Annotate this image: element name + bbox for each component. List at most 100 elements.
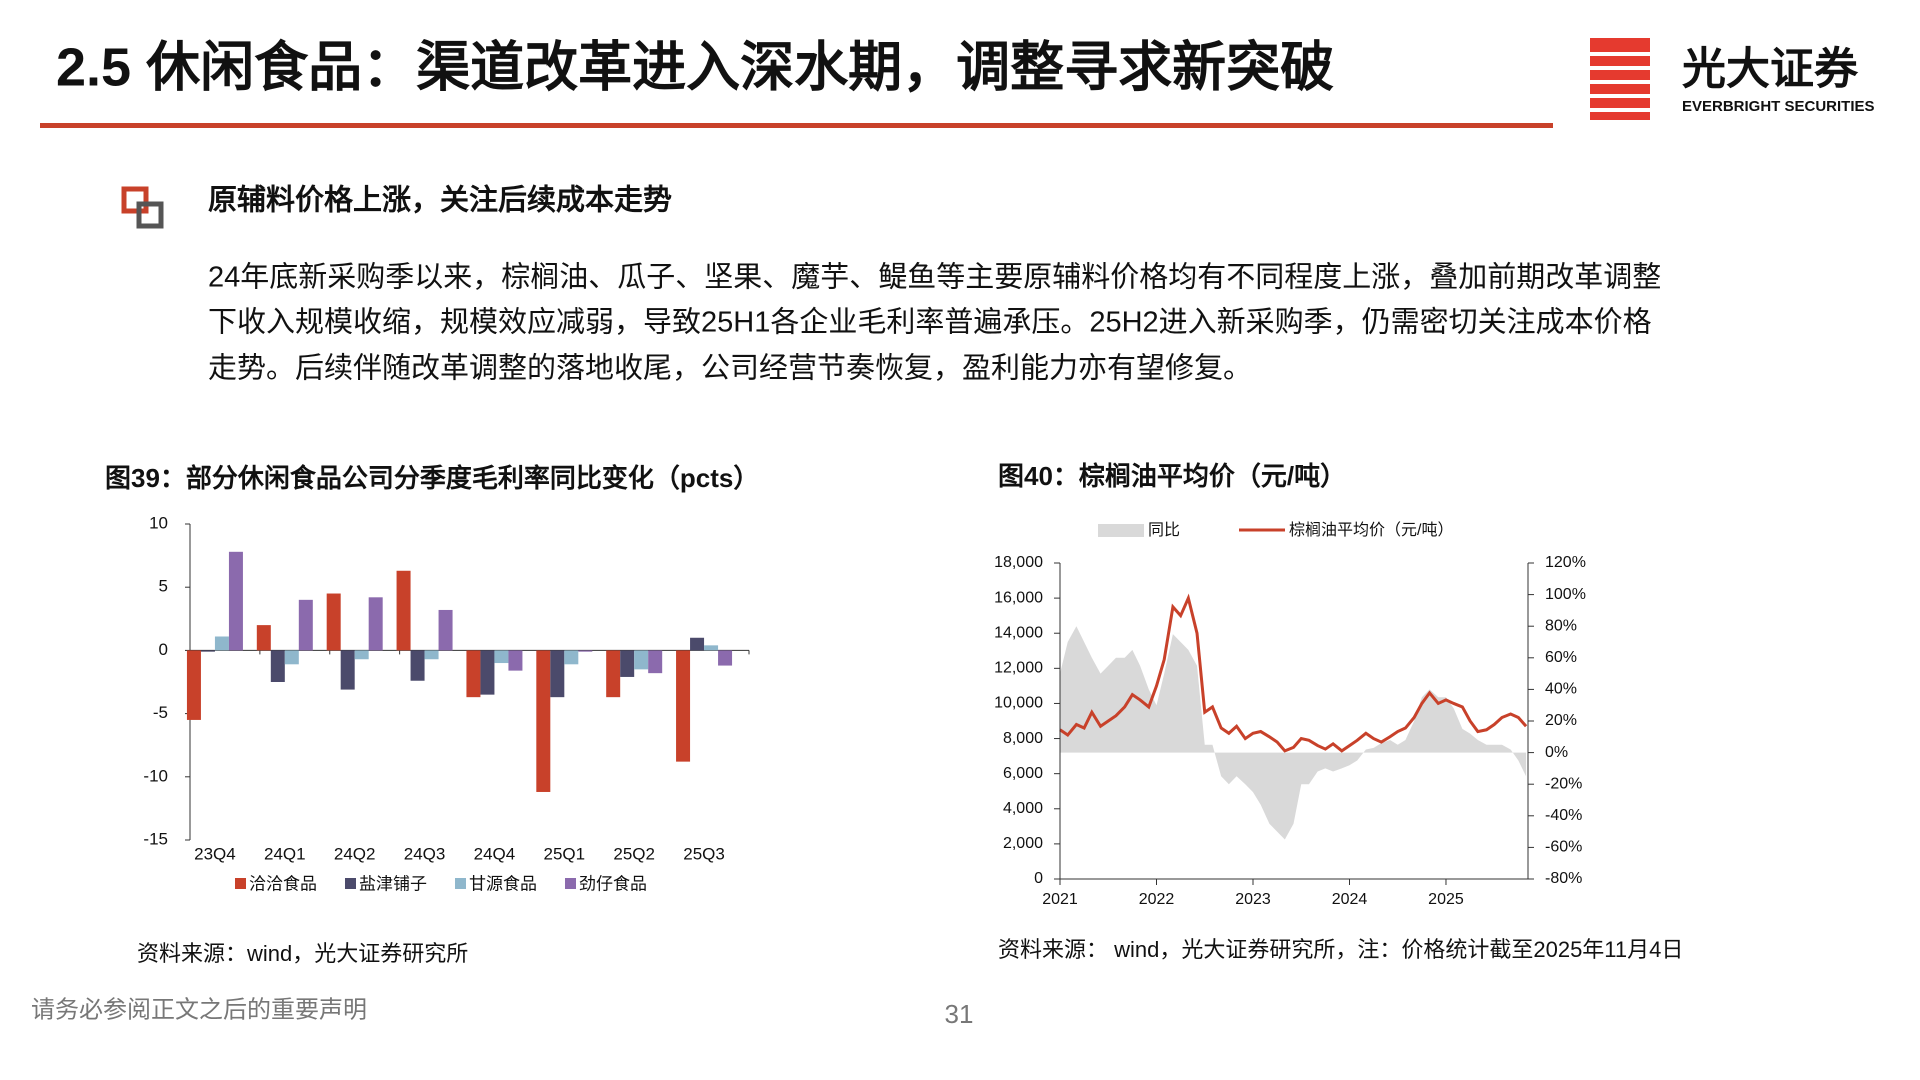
bar bbox=[550, 650, 565, 698]
y2-tick-label: 120% bbox=[1545, 554, 1586, 571]
bar bbox=[438, 609, 453, 651]
y-tick-label: -5 bbox=[153, 703, 168, 722]
bar bbox=[606, 650, 621, 698]
page-number: 31 bbox=[945, 999, 974, 1029]
legend-label: 同比 bbox=[1148, 521, 1180, 539]
x-tick-label: 2022 bbox=[1139, 891, 1175, 908]
page-title: 2.5 休闲食品：渠道改革进入深水期，调整寻求新突破 bbox=[56, 37, 1334, 97]
y2-tick-label: -80% bbox=[1545, 870, 1582, 887]
body-line: 下收入规模收缩，规模效应减弱，导致25H1各企业毛利率普遍承压。25H2进入新采… bbox=[208, 306, 1652, 339]
y2-tick-label: 0% bbox=[1545, 744, 1568, 761]
disclaimer: 请务必参阅正文之后的重要声明 bbox=[31, 996, 367, 1023]
legend-swatch bbox=[455, 878, 466, 889]
legend-swatch bbox=[235, 878, 246, 889]
y-tick-label: 0 bbox=[159, 640, 168, 659]
y-tick-label: 10 bbox=[149, 513, 168, 532]
legend-label: 盐津铺子 bbox=[359, 874, 427, 893]
bar bbox=[396, 570, 411, 651]
chart-source: 资料来源： wind，光大证券研究所，注：价格统计截至2025年11月4日 bbox=[998, 937, 1683, 962]
bar bbox=[508, 650, 523, 671]
y-tick-label: 2,000 bbox=[1003, 835, 1043, 852]
chart-title: 图40：棕榈油平均价（元/吨） bbox=[998, 461, 1346, 491]
bar bbox=[410, 650, 425, 681]
logo-cn: 光大证券 bbox=[1682, 45, 1859, 94]
y-tick-label: -10 bbox=[143, 766, 168, 785]
bar bbox=[340, 650, 355, 690]
bar bbox=[494, 650, 509, 664]
bar bbox=[648, 650, 663, 674]
bar bbox=[704, 645, 719, 651]
x-tick-label: 23Q4 bbox=[194, 844, 236, 863]
x-tick-label: 25Q2 bbox=[613, 844, 655, 863]
bar bbox=[578, 650, 593, 652]
y-tick-label: 5 bbox=[159, 577, 168, 596]
body-line: 24年底新采购季以来，棕榈油、瓜子、坚果、魔芋、鳀鱼等主要原辅料价格均有不同程度… bbox=[208, 261, 1661, 294]
y-tick-label: 10,000 bbox=[994, 695, 1043, 712]
y-tick-label: 18,000 bbox=[994, 554, 1043, 571]
bar bbox=[298, 599, 313, 651]
bar bbox=[228, 551, 243, 651]
x-tick-label: 2021 bbox=[1042, 891, 1078, 908]
price-line bbox=[1059, 593, 1528, 753]
legend-label: 棕榈油平均价（元/吨） bbox=[1289, 521, 1453, 539]
title-rule bbox=[40, 123, 1553, 128]
legend-swatch bbox=[565, 878, 576, 889]
bar bbox=[424, 650, 439, 660]
bar bbox=[620, 650, 635, 677]
bar bbox=[270, 650, 285, 682]
y-tick-label: 12,000 bbox=[994, 660, 1043, 677]
x-tick-label: 25Q3 bbox=[683, 844, 725, 863]
y2-tick-label: -20% bbox=[1545, 775, 1582, 792]
x-tick-label: 2023 bbox=[1235, 891, 1271, 908]
y2-tick-label: 40% bbox=[1545, 681, 1577, 698]
bar bbox=[466, 650, 481, 698]
bullet-icon bbox=[121, 186, 164, 229]
x-tick-label: 24Q4 bbox=[474, 844, 516, 863]
x-tick-label: 2024 bbox=[1332, 891, 1368, 908]
bar bbox=[214, 636, 229, 651]
chart-title: 图39：部分休闲食品公司分季度毛利率同比变化（pcts） bbox=[105, 463, 759, 493]
y-tick-label: 6,000 bbox=[1003, 765, 1043, 782]
bar bbox=[634, 650, 649, 670]
y2-tick-label: -40% bbox=[1545, 807, 1582, 824]
x-tick-label: 2025 bbox=[1428, 891, 1464, 908]
legend-swatch bbox=[1098, 524, 1144, 537]
bar bbox=[326, 593, 341, 651]
y-tick-label: 4,000 bbox=[1003, 800, 1043, 817]
x-tick-label: 24Q2 bbox=[334, 844, 376, 863]
bar bbox=[676, 650, 691, 762]
bar bbox=[536, 650, 551, 792]
y2-tick-label: 100% bbox=[1545, 586, 1586, 603]
y2-tick-label: 60% bbox=[1545, 649, 1577, 666]
y2-tick-label: 80% bbox=[1545, 617, 1577, 634]
bar bbox=[354, 650, 369, 660]
legend-label: 劲仔食品 bbox=[579, 874, 647, 893]
bar bbox=[200, 650, 215, 652]
bar bbox=[368, 597, 383, 651]
x-tick-label: 24Q1 bbox=[264, 844, 306, 863]
bar bbox=[564, 650, 579, 665]
y2-tick-label: 20% bbox=[1545, 712, 1577, 729]
y-tick-label: 0 bbox=[1034, 870, 1043, 887]
legend-label: 洽洽食品 bbox=[249, 874, 317, 893]
section-heading: 原辅料价格上涨，关注后续成本走势 bbox=[208, 183, 672, 217]
logo-en: EVERBRIGHT SECURITIES bbox=[1682, 98, 1875, 115]
y-tick-label: 14,000 bbox=[994, 624, 1043, 641]
bar bbox=[690, 637, 705, 651]
bar bbox=[284, 650, 299, 665]
y-tick-label: 16,000 bbox=[994, 589, 1043, 606]
bar bbox=[186, 650, 201, 720]
x-tick-label: 24Q3 bbox=[404, 844, 446, 863]
legend-swatch bbox=[345, 878, 356, 889]
y-tick-label: -15 bbox=[143, 829, 168, 848]
logo-mark bbox=[1590, 38, 1656, 120]
bar bbox=[718, 650, 733, 666]
bar bbox=[480, 650, 495, 695]
y2-tick-label: -60% bbox=[1545, 839, 1582, 856]
legend-label: 甘源食品 bbox=[469, 874, 537, 893]
x-tick-label: 25Q1 bbox=[544, 844, 586, 863]
chart-source: 资料来源：wind，光大证券研究所 bbox=[137, 941, 468, 966]
y-tick-label: 8,000 bbox=[1003, 730, 1043, 747]
